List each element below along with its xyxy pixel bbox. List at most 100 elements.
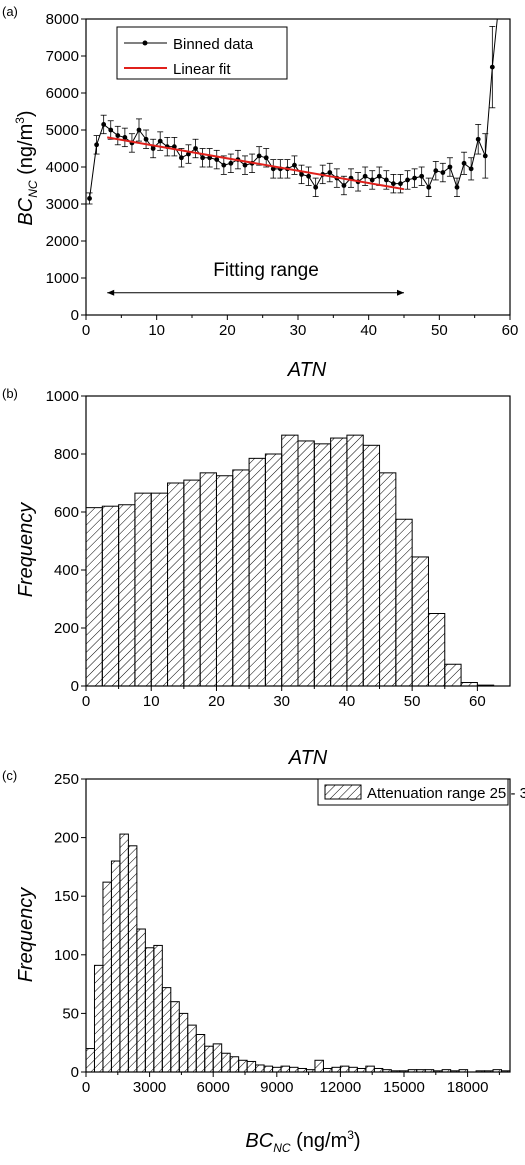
x-tick-label: 0 [82, 1079, 90, 1096]
binned-data-point [179, 155, 184, 161]
panel-a-axes: 0 10 20 30 40 50 60 0 1000 2000 3000 4000 5000 6000 70… [46, 11, 519, 339]
binned-data-point [454, 184, 460, 190]
y-tick-label: 600 [54, 504, 79, 521]
histogram-bar [212, 1043, 223, 1073]
histogram-bar [255, 1064, 265, 1073]
x-tick-label: 15000 [383, 1079, 425, 1096]
histogram-bar [390, 1070, 401, 1073]
histogram-bar [248, 457, 266, 687]
histogram-bar [119, 833, 129, 1073]
binned-data-point [108, 127, 114, 133]
histogram-bar [305, 1069, 316, 1073]
panel-b-label: (b) [2, 386, 18, 401]
binned-data-point [101, 122, 107, 127]
binned-data-point [412, 175, 417, 181]
fitting-range-label: Fitting range [213, 260, 319, 281]
x-tick-label: 20 [208, 693, 225, 710]
y-tick-label: 0 [71, 1064, 79, 1081]
binned-data-point [306, 173, 311, 179]
x-tick-label: 60 [502, 322, 519, 339]
x-tick-label: 20 [219, 322, 236, 339]
y-tick-label: 2000 [46, 233, 79, 250]
panel-a-label: (a) [2, 4, 18, 19]
histogram-bar [246, 1060, 257, 1073]
linear-fit-line [107, 136, 405, 191]
panel-b-xlabel: ATN [288, 747, 328, 769]
binned-data-point [207, 155, 213, 161]
binned-data-point [115, 133, 121, 138]
histogram-bar [297, 1067, 307, 1073]
histogram-bar [167, 482, 185, 687]
histogram-bar [322, 1067, 333, 1073]
histogram-bar [272, 1066, 282, 1073]
x-tick-label: 0 [82, 693, 90, 710]
histogram-bar [136, 928, 146, 1073]
histogram-bar [484, 1070, 494, 1073]
binned-data-point [242, 162, 248, 168]
histogram-bar [264, 453, 283, 687]
panel-a-ylabel: BCNC (ng/m3) [13, 110, 40, 225]
binned-data-point [292, 162, 297, 168]
histogram-bar [153, 944, 163, 1073]
y-tick-label: 6000 [46, 85, 79, 102]
panel-c: (c) 0 3000 6000 9000 12000 15000 18000 0 50 100 15… [2, 768, 525, 1155]
histogram-bar [501, 1070, 511, 1073]
y-tick-label: 5000 [46, 122, 79, 139]
y-tick-label: 50 [62, 1005, 79, 1022]
y-tick-label: 100 [54, 947, 79, 964]
binned-data-point [270, 166, 276, 172]
legend-hatch-swatch [324, 784, 362, 800]
histogram-bar [150, 492, 169, 687]
histogram-bar [238, 1059, 248, 1073]
binned-data-point [327, 170, 333, 175]
histogram-bar [348, 1066, 358, 1073]
legend-fit-label: Linear fit [173, 61, 231, 78]
y-tick-label: 200 [54, 830, 79, 847]
binned-data-point [214, 157, 220, 163]
histogram-bar [281, 434, 299, 687]
binned-data-point [157, 138, 163, 144]
binned-data-point [150, 146, 156, 151]
binned-data-point [369, 177, 375, 183]
histogram-bar [118, 504, 136, 687]
y-tick-label: 7000 [46, 48, 79, 65]
histogram-bar [85, 507, 103, 687]
y-tick-label: 1000 [46, 388, 79, 405]
histogram-bar [134, 492, 152, 687]
histogram-bar [102, 881, 112, 1073]
y-tick-label: 3000 [46, 196, 79, 213]
histogram-bar [183, 479, 201, 687]
histogram-bar [339, 1065, 350, 1073]
histogram-bar [331, 1066, 341, 1073]
binned-data-point [193, 146, 198, 151]
arrow-head-right [397, 289, 404, 296]
histogram-bar [475, 1070, 486, 1073]
x-tick-label: 10 [148, 322, 165, 339]
binned-data-point [419, 173, 425, 179]
histogram-bar [441, 1069, 452, 1073]
histogram-bar [204, 1045, 214, 1073]
histogram-bar [195, 1033, 206, 1073]
histogram-bar [101, 505, 120, 687]
binned-data-point [362, 173, 368, 179]
histogram-bar [379, 472, 397, 687]
histogram-bar [458, 1069, 469, 1073]
x-tick-label: 50 [404, 693, 421, 710]
y-tick-label: 4000 [46, 159, 79, 176]
binned-data-point [461, 160, 467, 166]
binned-data-point [200, 155, 206, 161]
x-tick-label: 60 [469, 693, 486, 710]
binned-data-point [263, 155, 269, 161]
histogram-bar [411, 556, 429, 687]
histogram-bar [444, 663, 462, 687]
histogram-bar [416, 1069, 426, 1073]
panel-a-marks [86, 18, 498, 296]
x-tick-label: 3000 [133, 1079, 166, 1096]
binned-data-point [391, 181, 396, 187]
histogram-bar [330, 437, 348, 687]
y-tick-label: 8000 [46, 11, 79, 28]
x-tick-label: 40 [339, 693, 356, 710]
histogram-bar [221, 1052, 231, 1073]
y-tick-label: 0 [71, 307, 79, 324]
